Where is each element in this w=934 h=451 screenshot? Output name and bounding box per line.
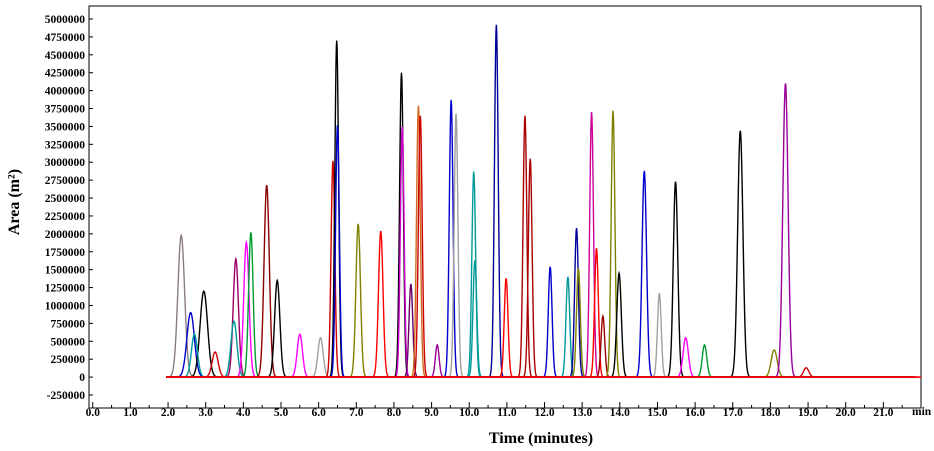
y-tick-label: 3500000 xyxy=(45,121,86,133)
y-tick-label: -250000 xyxy=(47,390,86,402)
series-line-47 xyxy=(166,130,916,378)
series-line-50 xyxy=(166,367,916,378)
series-line-29 xyxy=(166,24,916,378)
y-tick-label: 3250000 xyxy=(45,139,86,151)
series-line-16 xyxy=(166,124,916,378)
series-line-31 xyxy=(166,115,916,378)
y-tick-label: 4000000 xyxy=(45,86,86,98)
plot-frame xyxy=(88,5,922,409)
series-line-42 xyxy=(166,170,916,378)
y-tick-label: 250000 xyxy=(51,354,86,366)
series-line-1 xyxy=(166,233,916,378)
series-line-32 xyxy=(166,158,916,378)
x-tick-label: 21.0 xyxy=(873,407,893,419)
y-tick-label: 1250000 xyxy=(45,283,86,295)
x-tick-label: 17.0 xyxy=(723,407,743,419)
y-tick-label: 2500000 xyxy=(45,193,86,205)
x-tick-label: 9.0 xyxy=(424,407,439,419)
series-line-4 xyxy=(166,333,916,378)
y-tick-label: 1000000 xyxy=(45,300,86,312)
x-tick-label: 15.0 xyxy=(647,407,667,419)
y-tick-label: 2750000 xyxy=(45,175,86,187)
y-axis-ticks: 5000000475000045000004250000400000037500… xyxy=(45,14,93,402)
series-line-7 xyxy=(166,320,916,378)
series-line-8 xyxy=(166,239,916,378)
series-line-25 xyxy=(166,99,916,378)
series-line-2 xyxy=(166,311,916,378)
series-line-11 xyxy=(166,278,916,378)
y-tick-label: 5000000 xyxy=(45,14,86,26)
series-line-38 xyxy=(166,248,916,378)
y-tick-label: 500000 xyxy=(51,336,86,348)
series-line-40 xyxy=(166,110,916,378)
y-tick-label: 4750000 xyxy=(45,32,86,44)
x-tick-label: 8.0 xyxy=(387,407,402,419)
x-tick-label: 7.0 xyxy=(349,407,364,419)
y-tick-label: 1750000 xyxy=(45,247,86,259)
series-line-49 xyxy=(166,83,916,378)
y-tick-label: 1500000 xyxy=(45,265,86,277)
x-tick-label: 6.0 xyxy=(311,407,326,419)
y-tick-label: 0 xyxy=(79,372,85,384)
series-line-28 xyxy=(166,260,916,378)
series-line-26 xyxy=(166,113,916,378)
series-line-14 xyxy=(166,160,916,378)
y-tick-label: 750000 xyxy=(51,318,86,330)
x-tick-label: 2.0 xyxy=(161,407,176,419)
y-axis-title: Area (m²) xyxy=(6,169,23,235)
series-line-10 xyxy=(166,185,916,378)
series-line-12 xyxy=(166,333,916,378)
x-tick-label: 20.0 xyxy=(836,407,856,419)
x-tick-label: 0.0 xyxy=(86,407,101,419)
y-tick-label: 4250000 xyxy=(45,68,86,80)
x-tick-label: 19.0 xyxy=(798,407,818,419)
series-line-19 xyxy=(166,72,916,378)
series-line-6 xyxy=(166,256,916,378)
x-tick-label: 10.0 xyxy=(459,407,479,419)
x-axis-title: Time (minutes) xyxy=(489,430,593,447)
y-tick-label: 4500000 xyxy=(45,50,86,62)
series-line-39 xyxy=(166,313,916,378)
x-tick-label: 13.0 xyxy=(572,407,592,419)
x-axis-ticks: 0.0 1.0 2.0 3.0 4.0 5.0 6.0 7.0 8.0 9.0 10.0 11.0 12… xyxy=(86,402,903,419)
series-line-23 xyxy=(166,115,916,378)
y-tick-label: 2250000 xyxy=(45,211,86,223)
x-tick-label: 3.0 xyxy=(199,407,214,419)
series-line-37 xyxy=(166,112,916,378)
y-tick-label: 3750000 xyxy=(45,104,86,116)
series-line-44 xyxy=(166,181,916,378)
series-line-20 xyxy=(166,126,916,378)
y-tick-label: 2000000 xyxy=(45,229,86,241)
x-tick-label: 12.0 xyxy=(534,407,554,419)
x-tick-label: 18.0 xyxy=(760,407,780,419)
y-tick-label: 3000000 xyxy=(45,157,86,169)
x-axis-unit: min xyxy=(912,406,932,418)
x-tick-label: 16.0 xyxy=(685,407,705,419)
series-line-27 xyxy=(166,171,916,378)
series-line-43 xyxy=(166,293,916,378)
x-tick-label: 5.0 xyxy=(274,407,289,419)
x-tick-label: 4.0 xyxy=(236,407,251,419)
series-line-15 xyxy=(166,40,916,378)
series-layer xyxy=(166,24,921,378)
x-tick-label: 11.0 xyxy=(497,407,517,419)
x-tick-label: 1.0 xyxy=(123,407,138,419)
x-tick-label: 14.0 xyxy=(610,407,630,419)
series-line-22 xyxy=(166,105,916,378)
